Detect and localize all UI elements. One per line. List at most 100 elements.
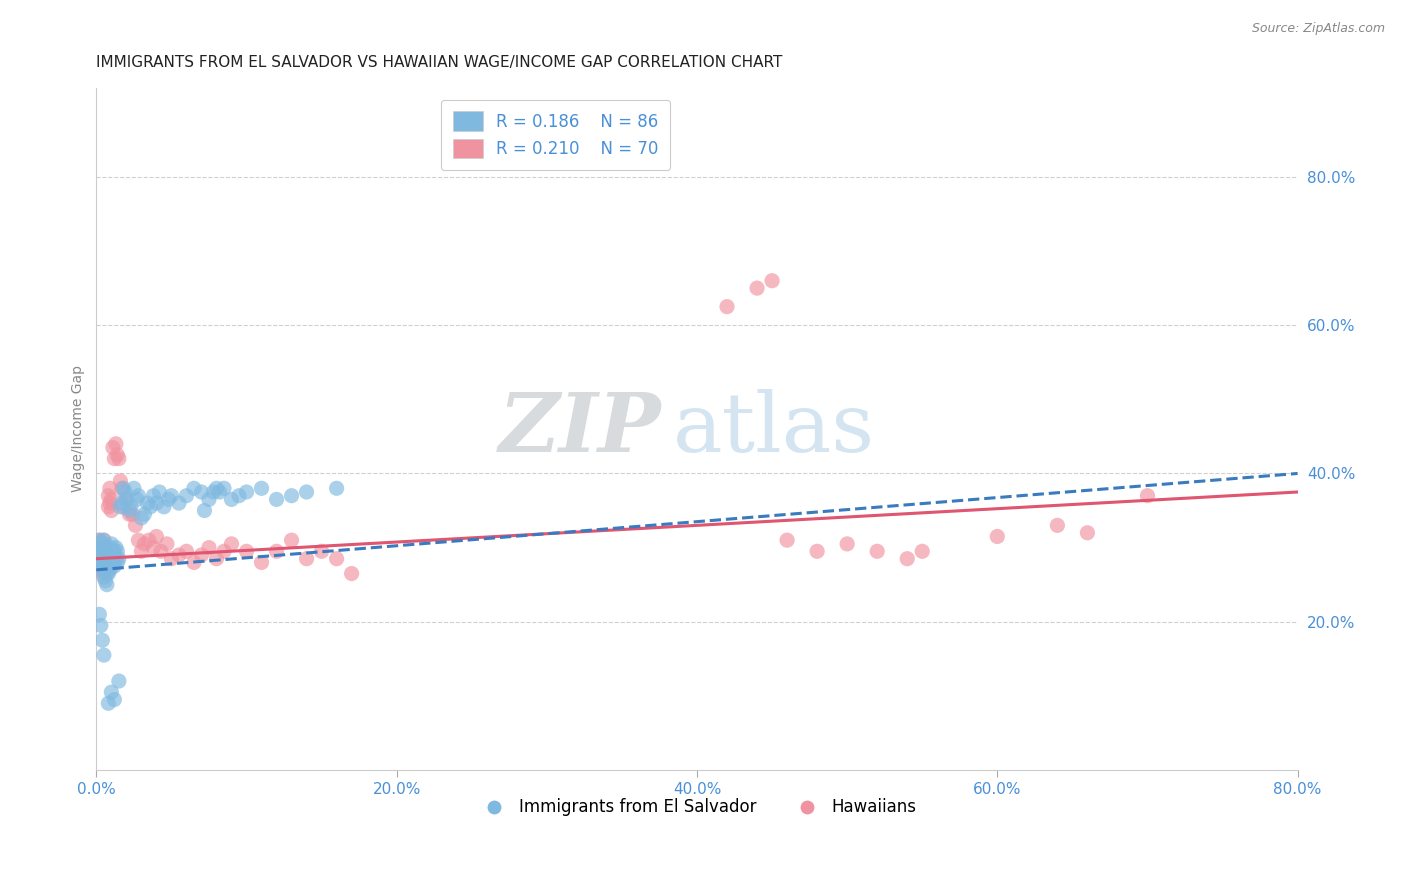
Point	[111, 481, 134, 495]
Point	[202, 485, 225, 500]
Point	[183, 481, 205, 495]
Point	[149, 544, 172, 558]
Point	[193, 503, 215, 517]
Point	[280, 489, 302, 503]
Point	[89, 607, 111, 622]
Point	[90, 537, 112, 551]
Point	[160, 551, 183, 566]
Point	[89, 533, 111, 548]
Point	[986, 529, 1008, 543]
Point	[97, 489, 120, 503]
Point	[122, 481, 145, 495]
Point	[96, 577, 118, 591]
Point	[91, 566, 114, 581]
Point	[118, 508, 141, 522]
Point	[131, 544, 153, 558]
Point	[96, 566, 118, 581]
Point	[235, 485, 257, 500]
Point	[108, 551, 131, 566]
Point	[806, 544, 828, 558]
Point	[208, 485, 231, 500]
Point	[127, 533, 149, 548]
Point	[98, 541, 121, 555]
Point	[91, 548, 114, 562]
Point	[100, 492, 122, 507]
Point	[311, 544, 333, 558]
Point	[716, 300, 738, 314]
Point	[221, 537, 243, 551]
Point	[221, 492, 243, 507]
Point	[94, 541, 117, 555]
Point	[114, 485, 136, 500]
Point	[103, 451, 125, 466]
Point	[96, 548, 118, 562]
Point	[125, 492, 148, 507]
Point	[91, 537, 114, 551]
Point	[110, 474, 132, 488]
Point	[90, 544, 112, 558]
Text: atlas: atlas	[673, 389, 875, 469]
Point	[153, 500, 176, 514]
Point	[93, 570, 115, 584]
Point	[198, 492, 221, 507]
Point	[745, 281, 768, 295]
Point	[91, 563, 114, 577]
Point	[1046, 518, 1069, 533]
Point	[250, 481, 273, 495]
Point	[145, 496, 167, 510]
Point	[205, 481, 228, 495]
Point	[98, 496, 121, 510]
Point	[212, 481, 235, 495]
Point	[176, 489, 198, 503]
Point	[235, 544, 257, 558]
Point	[1136, 489, 1159, 503]
Point	[103, 692, 125, 706]
Point	[157, 492, 180, 507]
Point	[87, 544, 110, 558]
Point	[105, 556, 128, 570]
Point	[280, 533, 302, 548]
Point	[93, 544, 115, 558]
Point	[266, 492, 288, 507]
Point	[89, 551, 111, 566]
Point	[131, 511, 153, 525]
Point	[160, 489, 183, 503]
Point	[325, 551, 347, 566]
Point	[205, 551, 228, 566]
Point	[142, 541, 165, 555]
Y-axis label: Wage/Income Gap: Wage/Income Gap	[72, 366, 86, 492]
Point	[90, 559, 112, 574]
Point	[111, 496, 134, 510]
Point	[896, 551, 918, 566]
Point	[96, 556, 118, 570]
Point	[93, 648, 115, 662]
Point	[911, 544, 934, 558]
Point	[105, 448, 128, 462]
Point	[100, 503, 122, 517]
Point	[134, 508, 156, 522]
Point	[112, 500, 135, 514]
Legend: Immigrants from El Salvador, Hawaiians: Immigrants from El Salvador, Hawaiians	[471, 792, 924, 823]
Point	[89, 556, 111, 570]
Text: Source: ZipAtlas.com: Source: ZipAtlas.com	[1251, 22, 1385, 36]
Point	[340, 566, 363, 581]
Point	[91, 633, 114, 648]
Point	[250, 556, 273, 570]
Point	[87, 544, 110, 558]
Point	[100, 559, 122, 574]
Point	[93, 559, 115, 574]
Point	[93, 533, 115, 548]
Point	[101, 544, 124, 558]
Point	[97, 500, 120, 514]
Point	[90, 548, 112, 562]
Point	[115, 492, 138, 507]
Point	[145, 529, 167, 543]
Point	[97, 556, 120, 570]
Point	[198, 541, 221, 555]
Point	[138, 533, 160, 548]
Point	[190, 485, 212, 500]
Point	[90, 618, 112, 632]
Point	[98, 481, 121, 495]
Point	[94, 551, 117, 566]
Point	[118, 503, 141, 517]
